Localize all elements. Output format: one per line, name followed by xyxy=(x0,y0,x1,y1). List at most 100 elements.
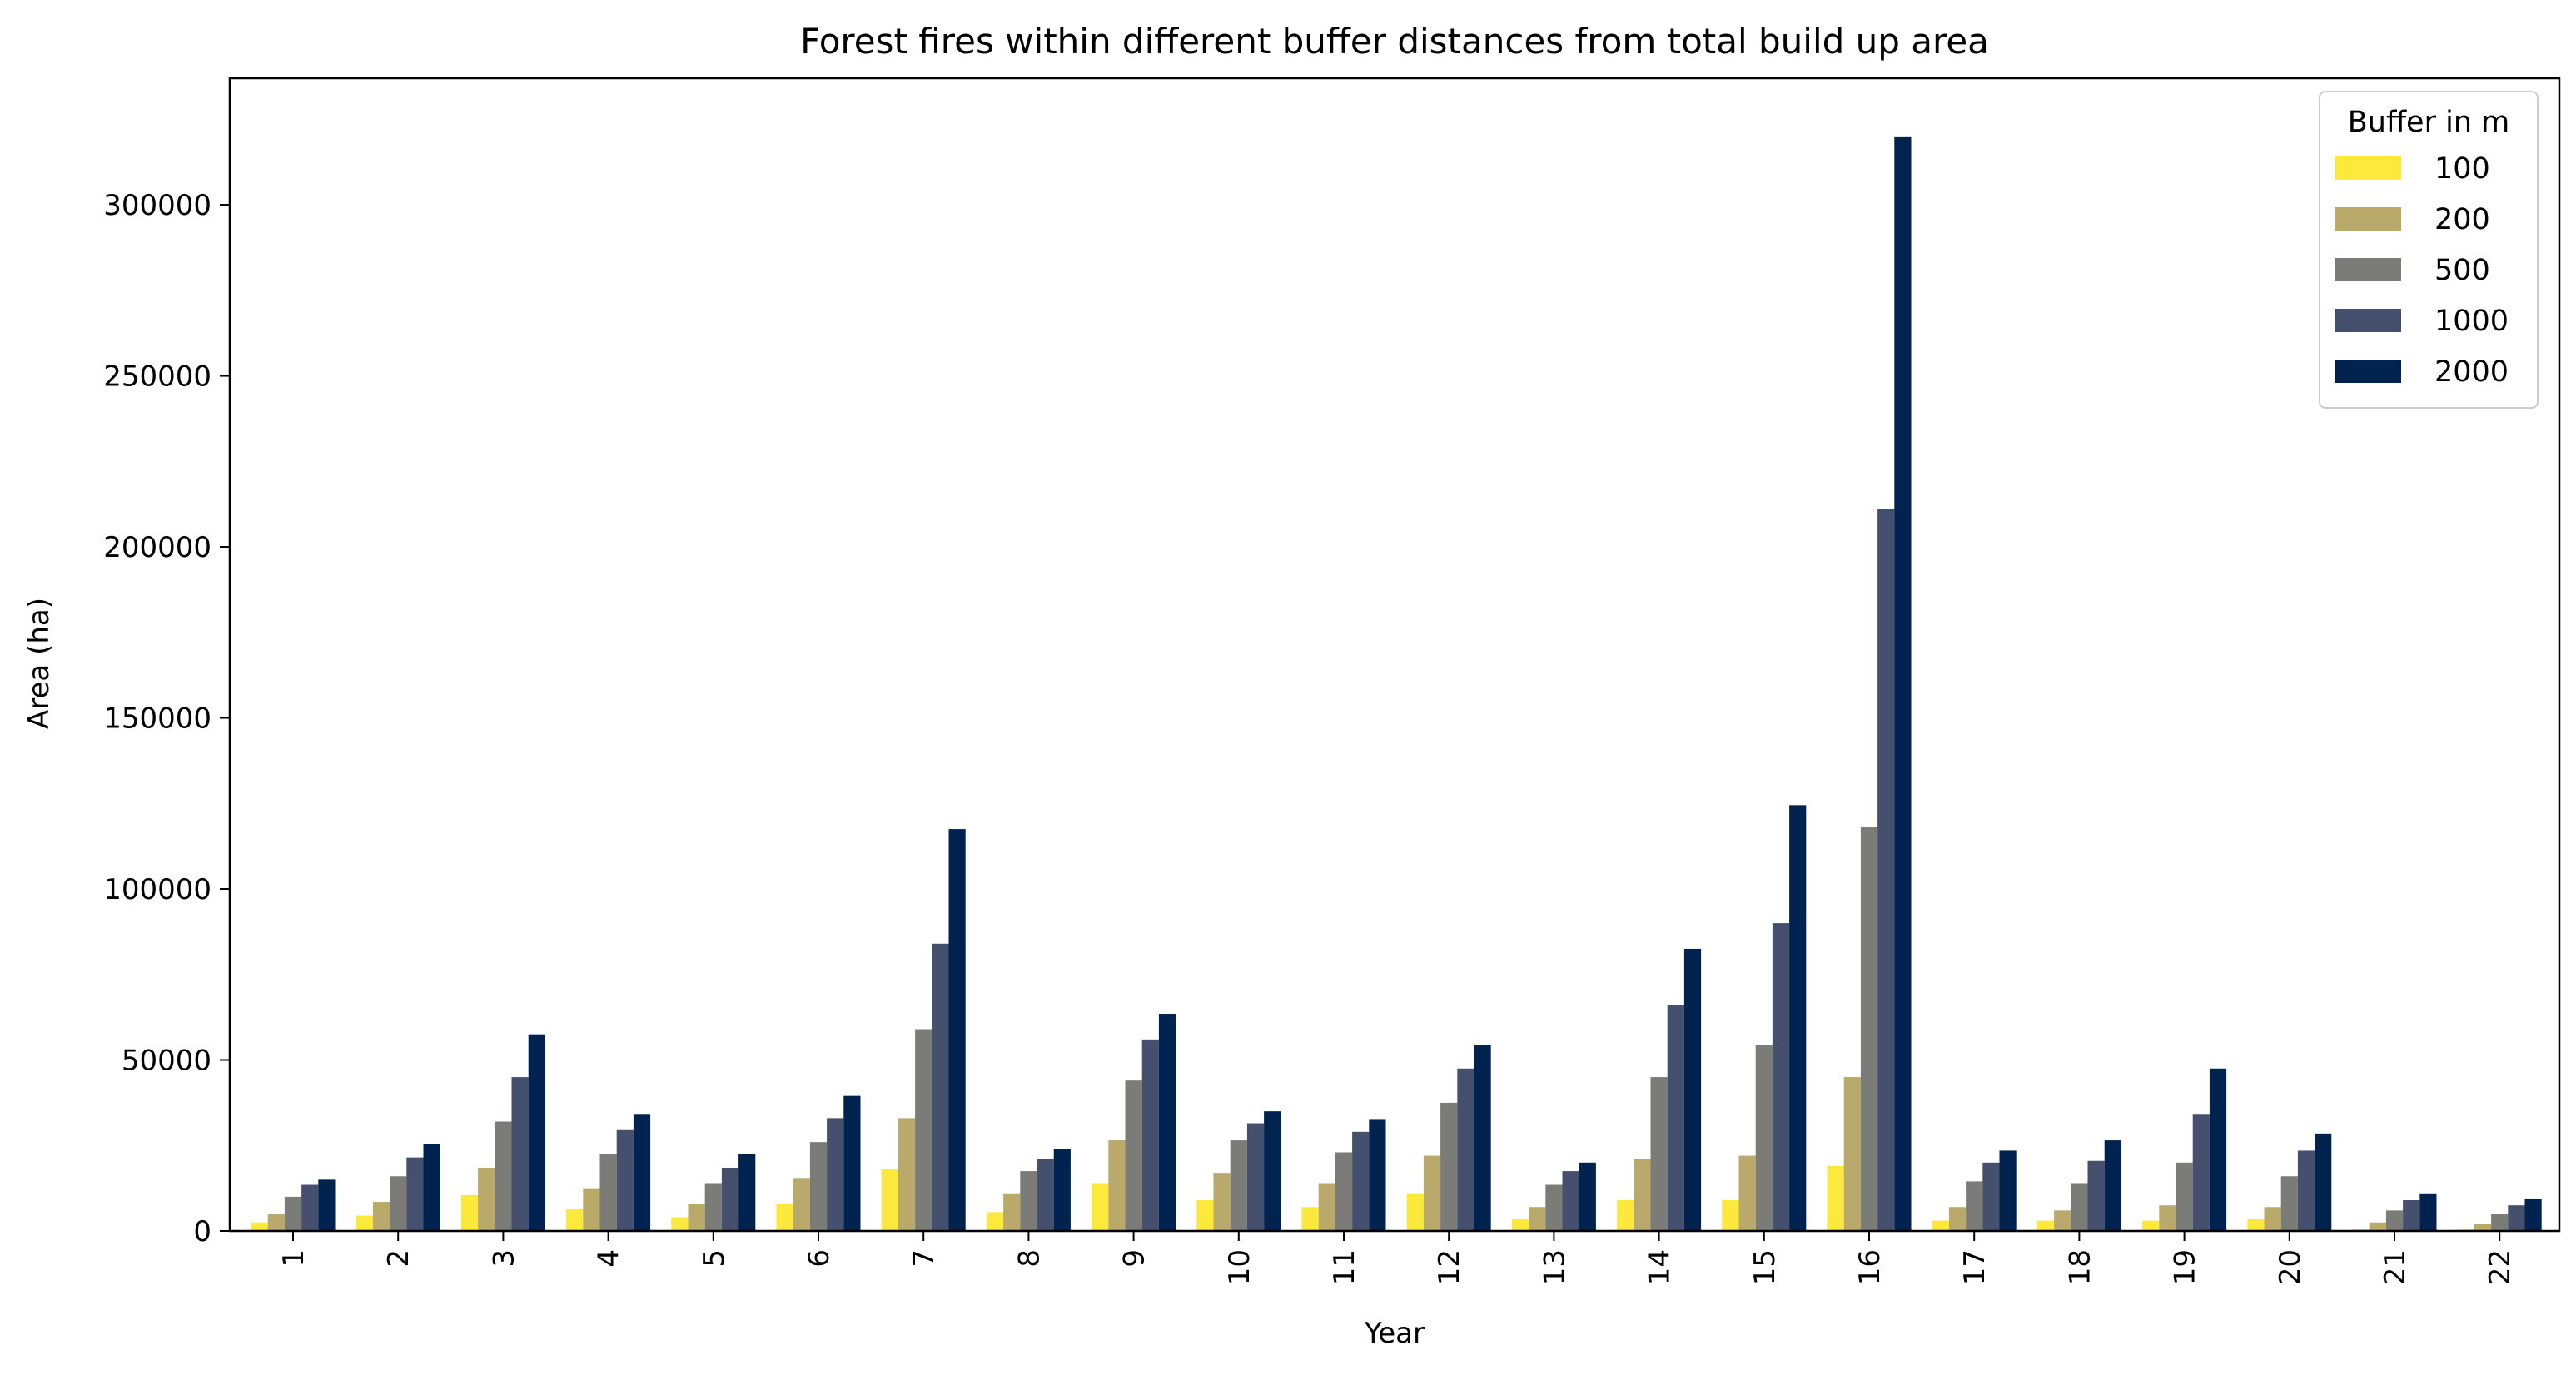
bar-200-year-15 xyxy=(1738,1155,1756,1231)
bar-1000-year-18 xyxy=(2087,1160,2105,1231)
bar-1000-year-15 xyxy=(1772,923,1790,1231)
bar-100-year-11 xyxy=(1301,1207,1319,1231)
bar-100-year-18 xyxy=(2036,1220,2055,1231)
bar-200-year-18 xyxy=(2054,1210,2071,1231)
bar-200-year-9 xyxy=(1108,1140,1126,1231)
legend-label-1000: 1000 xyxy=(2434,305,2509,338)
legend-label-500: 500 xyxy=(2434,254,2490,287)
bar-200-year-1 xyxy=(267,1214,285,1231)
bar-500-year-21 xyxy=(2385,1210,2404,1231)
bar-500-year-3 xyxy=(495,1121,512,1231)
bar-2000-year-9 xyxy=(1158,1014,1176,1231)
bar-500-year-1 xyxy=(284,1196,302,1231)
legend-label-100: 100 xyxy=(2434,152,2490,186)
x-tick-label: 1 xyxy=(277,1249,311,1268)
bar-1000-year-5 xyxy=(721,1167,739,1231)
bar-2000-year-22 xyxy=(2524,1198,2542,1231)
bar-1000-year-10 xyxy=(1246,1123,1265,1231)
bar-1000-year-7 xyxy=(932,943,949,1231)
bar-200-year-19 xyxy=(2159,1205,2176,1231)
bar-2000-year-2 xyxy=(423,1144,440,1231)
x-tick-label: 6 xyxy=(803,1249,836,1268)
bar-100-year-13 xyxy=(1511,1219,1529,1231)
bar-200-year-22 xyxy=(2474,1224,2492,1231)
bar-1000-year-4 xyxy=(616,1129,634,1231)
bar-1000-year-3 xyxy=(511,1077,529,1231)
plot-frame xyxy=(228,77,2561,1233)
legend-label-2000: 2000 xyxy=(2434,355,2509,389)
bar-1000-year-8 xyxy=(1037,1159,1054,1231)
bar-200-year-8 xyxy=(1003,1193,1021,1231)
bar-500-year-15 xyxy=(1755,1045,1773,1231)
bar-100-year-14 xyxy=(1617,1200,1634,1231)
bar-1000-year-17 xyxy=(1982,1162,2000,1231)
bar-200-year-21 xyxy=(2369,1222,2386,1231)
x-tick-label: 2 xyxy=(382,1249,415,1268)
bar-200-year-10 xyxy=(1213,1173,1231,1231)
x-tick-label: 15 xyxy=(1748,1249,1782,1285)
bar-200-year-7 xyxy=(898,1118,916,1231)
legend: Buffer in m 100 200 500 1000 2000 xyxy=(2319,91,2539,409)
bar-500-year-17 xyxy=(1966,1181,1983,1231)
bar-200-year-3 xyxy=(478,1167,495,1231)
bar-1000-year-1 xyxy=(301,1184,319,1231)
x-tick-label: 18 xyxy=(2063,1249,2096,1285)
bar-1000-year-9 xyxy=(1141,1039,1159,1231)
x-tick-label: 16 xyxy=(1853,1249,1887,1285)
bar-100-year-12 xyxy=(1406,1193,1424,1231)
legend-swatch-2000 xyxy=(2335,360,2401,383)
bar-100-year-16 xyxy=(1827,1165,1844,1231)
bar-2000-year-20 xyxy=(2315,1133,2332,1231)
x-tick-label: 10 xyxy=(1223,1249,1256,1285)
bar-500-year-22 xyxy=(2491,1214,2509,1231)
bar-1000-year-14 xyxy=(1667,1005,1684,1231)
x-tick-label: 20 xyxy=(2274,1249,2307,1285)
bar-2000-year-6 xyxy=(843,1095,861,1231)
x-tick-label: 19 xyxy=(2169,1249,2202,1285)
x-tick-label: 7 xyxy=(908,1249,941,1268)
bar-2000-year-19 xyxy=(2209,1068,2227,1231)
bar-100-year-10 xyxy=(1196,1200,1214,1231)
bar-2000-year-4 xyxy=(633,1114,651,1231)
bar-200-year-2 xyxy=(372,1202,390,1231)
bar-2000-year-14 xyxy=(1683,948,1702,1231)
bar-100-year-8 xyxy=(986,1212,1004,1231)
x-tick-label: 12 xyxy=(1433,1249,1466,1285)
y-tick-label: 250000 xyxy=(103,360,211,394)
bar-1000-year-20 xyxy=(2297,1150,2315,1231)
bar-500-year-8 xyxy=(1020,1171,1037,1231)
bar-2000-year-5 xyxy=(738,1154,756,1231)
bar-500-year-20 xyxy=(2280,1176,2298,1231)
bar-1000-year-16 xyxy=(1877,509,1895,1231)
y-tick-label: 300000 xyxy=(103,189,211,222)
bar-1000-year-2 xyxy=(406,1157,424,1231)
x-tick-label: 13 xyxy=(1538,1249,1571,1285)
x-axis-ticks: 1 2 3 4 5 6 7 8 9 10 11 12 13 14 15 16 17 18 19 20 21 22 xyxy=(277,1231,2517,1285)
bar-2000-year-12 xyxy=(1474,1045,1491,1231)
bar-1000-year-22 xyxy=(2508,1205,2525,1231)
bar-2000-year-15 xyxy=(1789,805,1807,1231)
bar-200-year-17 xyxy=(1948,1207,1967,1231)
bar-500-year-10 xyxy=(1230,1140,1247,1231)
legend-swatch-200 xyxy=(2335,207,2401,231)
legend-swatch-500 xyxy=(2335,258,2401,281)
bar-100-year-3 xyxy=(460,1194,479,1231)
bar-500-year-19 xyxy=(2176,1162,2193,1231)
bar-500-year-11 xyxy=(1335,1152,1353,1231)
bar-2000-year-17 xyxy=(1999,1150,2017,1231)
bar-200-year-5 xyxy=(688,1204,705,1231)
bar-100-year-17 xyxy=(1932,1220,1949,1231)
bar-1000-year-19 xyxy=(2192,1114,2210,1231)
x-tick-label: 4 xyxy=(593,1249,626,1268)
bar-100-year-20 xyxy=(2247,1219,2265,1231)
y-tick-label: 50000 xyxy=(122,1045,211,1078)
bar-200-year-13 xyxy=(1529,1207,1546,1231)
x-tick-label: 8 xyxy=(1012,1249,1046,1268)
bar-500-year-18 xyxy=(2071,1183,2088,1231)
bar-500-year-9 xyxy=(1125,1080,1142,1231)
y-axis-ticks: 0 50000 100000 150000 200000 250000 300000 xyxy=(103,189,230,1248)
bar-1000-year-6 xyxy=(827,1118,844,1231)
bar-2000-year-1 xyxy=(318,1179,336,1231)
bar-200-year-12 xyxy=(1423,1155,1441,1231)
